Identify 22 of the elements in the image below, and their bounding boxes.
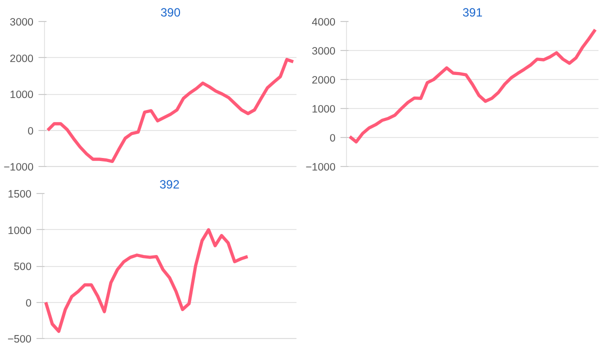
y-tick-label: 4000 (312, 16, 336, 28)
chart-title: 392 (159, 178, 180, 192)
y-tick-label: 500 (14, 261, 32, 273)
y-tick-label: −1000 (306, 162, 336, 174)
y-tick-label: 1500 (8, 188, 32, 200)
y-tick-label: 1000 (312, 104, 336, 116)
chart-title: 391 (462, 6, 483, 20)
line-series (44, 228, 250, 333)
line-series (46, 58, 295, 164)
y-tick-label: 2000 (10, 52, 34, 65)
chart-title: 390 (160, 6, 181, 20)
y-tick-label: −1000 (4, 162, 34, 174)
y-tick-label: 0 (28, 125, 34, 138)
y-tick-label: 3000 (312, 46, 336, 58)
y-tick-label: 0 (330, 132, 336, 144)
line-series (348, 28, 597, 144)
y-tick-label: −500 (7, 334, 32, 346)
y-tick-label: 0 (26, 297, 32, 310)
y-tick-label: 2000 (312, 74, 336, 86)
y-tick-label: 1000 (10, 89, 34, 101)
y-tick-label: 1000 (8, 224, 32, 237)
y-tick-label: 3000 (10, 16, 34, 28)
